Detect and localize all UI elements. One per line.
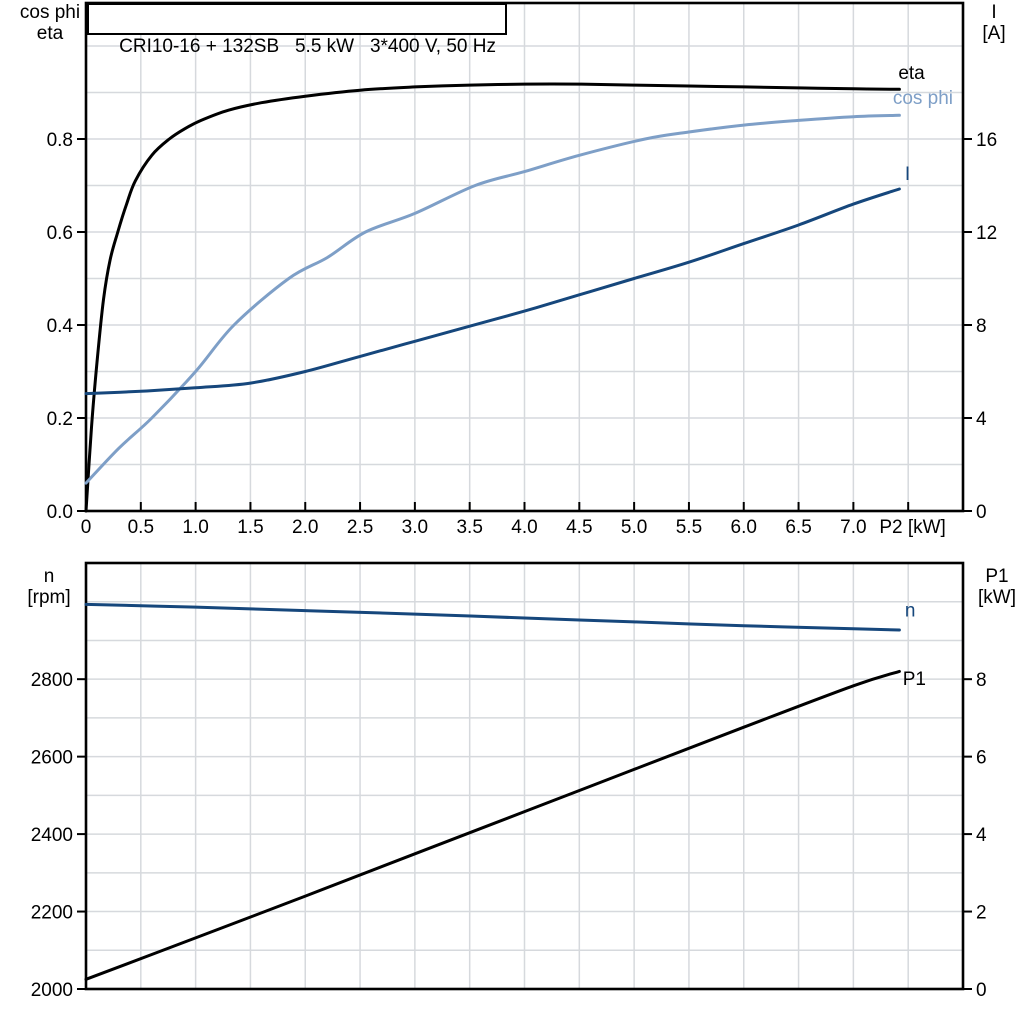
- curve-P1: [84, 669, 901, 981]
- x-tick-label: 3.0: [402, 517, 428, 538]
- chart-title-box: CRI10-16 + 132SB 5.5 kW 3*400 V, 50 Hz: [87, 3, 507, 57]
- axis-title-speed-unit: [rpm]: [27, 587, 71, 608]
- chart-1: 2000 2200 2400 2600 2800 0 2 4 6 8 n P1: [31, 561, 987, 1001]
- x-tick-label: 6.0: [731, 517, 757, 538]
- curve-label-cos-phi: cos phi: [893, 88, 953, 109]
- left-tick-label: 0.6: [47, 223, 73, 244]
- right-tick-label: 16: [976, 130, 997, 151]
- right-tick-label: 4: [976, 825, 987, 846]
- axis-title-cos-phi: cos phi: [19, 2, 81, 23]
- axis-title-speed: n: [43, 566, 55, 587]
- curve-n: [84, 602, 901, 632]
- chart-title: CRI10-16 + 132SB 5.5 kW 3*400 V, 50 Hz: [119, 36, 496, 57]
- x-tick-label: 2.5: [347, 517, 373, 538]
- x-tick-label: 5.5: [676, 517, 702, 538]
- left-tick-label: 2400: [31, 825, 73, 846]
- left-tick-label: 0.2: [47, 409, 73, 430]
- right-tick-label: 12: [976, 223, 997, 244]
- axis-title-current: I: [991, 2, 997, 23]
- curve-label-P1: P1: [903, 669, 926, 690]
- left-tick-label: 2200: [31, 903, 73, 924]
- left-tick-label: 2000: [31, 980, 73, 1001]
- left-tick-label: 0.4: [47, 316, 74, 337]
- x-tick-label: 0: [81, 517, 92, 538]
- bottom-left-axis-title: n [rpm]: [13, 566, 85, 608]
- right-tick-label: 0: [976, 980, 987, 1001]
- chart-0: 0 0.5 1.0 1.5 2.0 2.5 3.0 3.5 4.0 4.5 5.0 5.5 6.0 6.5…: [47, 1, 997, 538]
- x-tick-label: 4.0: [511, 517, 537, 538]
- right-tick-label: 0: [976, 502, 987, 523]
- x-tick-label: 4.5: [566, 517, 592, 538]
- right-tick-label: 8: [976, 316, 987, 337]
- axis-title-p1-unit: [kW]: [978, 587, 1016, 608]
- curve-cos-phi: [84, 113, 901, 485]
- x-tick-label: 0.5: [128, 517, 154, 538]
- x-tick-label: 6.5: [785, 517, 811, 538]
- curve-label-I: I: [905, 164, 910, 185]
- right-tick-label: 4: [976, 409, 987, 430]
- right-tick-label: 6: [976, 748, 987, 769]
- x-tick-label: 1.0: [182, 517, 208, 538]
- x-tick-label: 2.0: [292, 517, 318, 538]
- x-tick-label: 3.5: [456, 517, 482, 538]
- right-tick-label: 2: [976, 903, 987, 924]
- curve-label-eta: eta: [898, 63, 925, 84]
- left-tick-label: 0.0: [47, 502, 73, 523]
- top-left-axis-title: cos phi eta: [14, 2, 86, 44]
- curve-I: [84, 187, 901, 396]
- curve-label-n: n: [905, 600, 916, 621]
- curve-eta: [84, 82, 901, 513]
- left-tick-label: 2600: [31, 748, 73, 769]
- bottom-right-axis-title: P1 [kW]: [969, 566, 1024, 608]
- plot-frame: [84, 561, 965, 991]
- left-tick-label: 2800: [31, 670, 73, 691]
- x-tick-label: 1.5: [237, 517, 263, 538]
- axis-title-current-unit: [A]: [982, 23, 1006, 44]
- left-tick-label: 0.8: [47, 130, 73, 151]
- x-tick-label: 7.0: [840, 517, 866, 538]
- x-tick-label: 5.0: [621, 517, 647, 538]
- right-tick-label: 8: [976, 670, 987, 691]
- axis-title-p1: P1: [985, 566, 1009, 587]
- x-axis-label: P2 [kW]: [879, 517, 946, 538]
- axis-title-eta: eta: [36, 23, 64, 44]
- top-right-axis-title: I [A]: [965, 2, 1023, 44]
